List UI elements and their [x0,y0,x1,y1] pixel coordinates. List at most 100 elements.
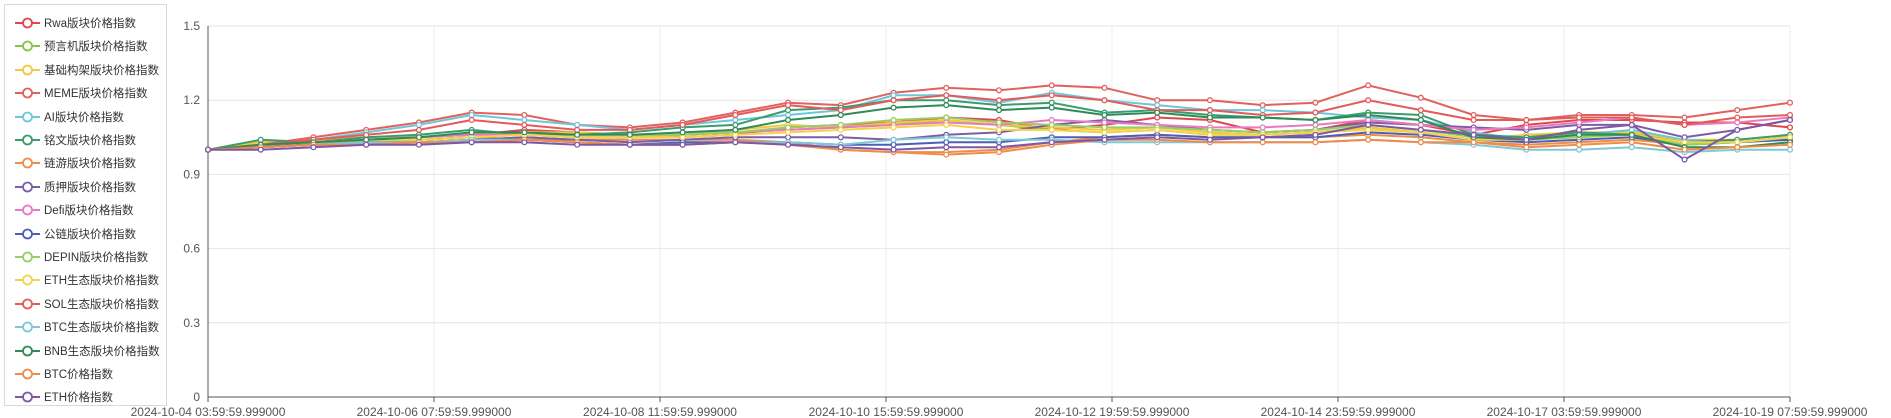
data-point[interactable] [521,139,528,146]
data-point[interactable] [1523,136,1530,143]
data-point[interactable] [995,102,1003,109]
data-point[interactable] [1523,124,1530,131]
data-point[interactable] [943,97,950,104]
data-point[interactable] [1206,97,1213,104]
data-point[interactable] [1417,107,1424,114]
data-point[interactable] [1154,102,1161,109]
data-point[interactable] [1417,111,1424,119]
data-point[interactable] [1628,121,1635,128]
data-point[interactable] [415,126,422,133]
data-point[interactable] [1206,136,1213,143]
data-point[interactable] [1312,109,1319,116]
data-point[interactable] [1681,139,1688,146]
data-point[interactable] [1681,134,1688,141]
data-point[interactable] [521,111,528,119]
data-point[interactable] [943,151,950,158]
data-point[interactable] [1681,146,1688,153]
data-point[interactable] [1470,116,1477,124]
data-point[interactable] [890,136,897,143]
legend-item[interactable]: BTC价格指数 [15,365,113,383]
data-point[interactable] [679,141,686,148]
data-point[interactable] [837,107,844,114]
data-point[interactable] [1048,99,1055,106]
data-point[interactable] [785,107,792,114]
data-point[interactable] [1101,97,1108,104]
data-point[interactable] [732,121,739,128]
data-point[interactable] [732,116,739,124]
data-point[interactable] [468,129,475,136]
data-point[interactable] [1786,124,1794,131]
legend-item[interactable]: DEPIN版块价格指数 [15,248,148,266]
data-point[interactable] [1101,136,1108,143]
data-point[interactable] [1628,139,1635,146]
data-point[interactable] [1576,126,1583,133]
data-point[interactable] [1470,131,1477,138]
data-point[interactable] [995,136,1003,143]
data-point[interactable] [1786,146,1794,153]
data-point[interactable] [1312,99,1319,106]
data-point[interactable] [574,131,581,138]
legend-item[interactable]: Rwa版块价格指数 [15,14,136,32]
data-point[interactable] [363,131,370,138]
data-point[interactable] [1365,82,1372,89]
data-point[interactable] [1365,116,1372,124]
data-point[interactable] [890,92,897,99]
data-point[interactable] [679,121,686,128]
data-point[interactable] [679,129,686,136]
data-point[interactable] [1154,126,1161,133]
data-point[interactable] [310,144,317,151]
data-point[interactable] [1786,99,1794,106]
data-point[interactable] [1365,97,1372,104]
legend-item[interactable]: 铭文版块价格指数 [15,131,136,149]
data-point[interactable] [257,136,264,143]
data-point[interactable] [1312,139,1319,146]
data-point[interactable] [1523,144,1530,151]
data-point[interactable] [785,111,792,119]
legend-item[interactable]: ETH价格指数 [15,388,113,406]
legend-item[interactable]: AI版块价格指数 [15,108,124,126]
data-point[interactable] [1628,114,1635,121]
data-point[interactable] [1523,116,1530,124]
data-point[interactable] [1259,107,1266,114]
data-point[interactable] [732,139,739,146]
data-point[interactable] [574,121,581,128]
data-point[interactable] [1048,126,1055,133]
data-point[interactable] [1101,124,1108,131]
data-point[interactable] [1734,126,1741,133]
data-point[interactable] [1786,111,1794,119]
data-point[interactable] [1681,114,1688,121]
data-point[interactable] [785,134,792,141]
data-point[interactable] [785,141,792,148]
data-point[interactable] [732,111,739,119]
data-point[interactable] [363,136,370,143]
legend-item[interactable]: ETH生态版块价格指数 [15,271,159,289]
legend-item[interactable]: 公链版块价格指数 [15,225,136,243]
data-point[interactable] [785,124,792,131]
data-point[interactable] [995,119,1003,126]
data-point[interactable] [204,146,212,153]
data-point[interactable] [995,149,1003,156]
data-point[interactable] [1312,116,1319,124]
data-point[interactable] [785,102,792,109]
data-point[interactable] [1470,111,1477,119]
data-point[interactable] [890,104,897,111]
legend-item[interactable]: BNB生态版块价格指数 [15,342,160,360]
data-point[interactable] [1470,139,1477,146]
legend-item[interactable]: MEME版块价格指数 [15,84,148,102]
data-point[interactable] [679,134,686,141]
data-point[interactable] [1417,139,1424,146]
data-point[interactable] [1365,136,1372,143]
data-point[interactable] [415,134,422,141]
data-point[interactable] [943,102,950,109]
data-point[interactable] [943,84,950,91]
data-point[interactable] [1786,116,1794,124]
data-point[interactable] [1681,121,1688,128]
data-point[interactable] [1154,109,1161,116]
data-point[interactable] [943,114,950,121]
data-point[interactable] [521,116,528,124]
data-point[interactable] [1470,126,1477,133]
data-point[interactable] [890,146,897,153]
data-point[interactable] [995,97,1003,104]
data-point[interactable] [995,126,1003,133]
data-point[interactable] [732,126,739,133]
